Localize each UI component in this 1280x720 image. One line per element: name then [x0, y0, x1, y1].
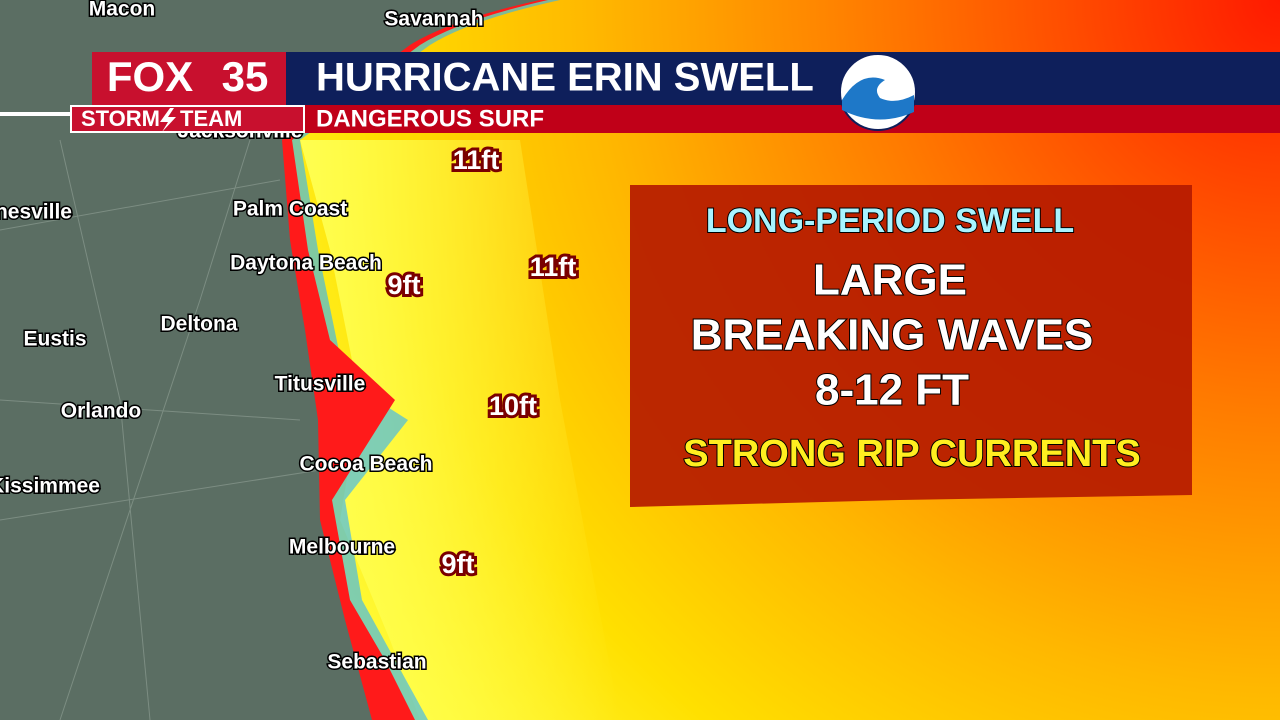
- wave-height: 11ft: [530, 252, 577, 282]
- city-label: Savannah: [384, 8, 483, 31]
- info-panel: [630, 185, 1192, 507]
- city-label: Melbourne: [289, 536, 395, 559]
- land: [0, 0, 540, 720]
- subtitle: DANGEROUS SURF: [316, 105, 544, 132]
- city-label: Gainesville: [0, 201, 72, 224]
- divider: [0, 112, 70, 116]
- city-label: Eustis: [23, 328, 86, 351]
- title: HURRICANE ERIN SWELL: [316, 56, 814, 100]
- city-label: Macon: [89, 0, 156, 21]
- info-heading: LONG-PERIOD SWELL: [706, 202, 1074, 240]
- city-label: Sebastian: [327, 651, 426, 674]
- wave-height: 9ft: [442, 549, 475, 579]
- info-warning: STRONG RIP CURRENTS: [683, 433, 1140, 475]
- wave-height-labels: 11ft 11ft 9ft 10ft 9ft: [385, 142, 580, 582]
- header: FOX 35 STORM TEAM HURRICANE ERIN SWELL D…: [70, 52, 1280, 133]
- coastal-swell: [300, 140, 620, 720]
- city-label: Daytona Beach: [230, 252, 382, 275]
- team-label: TEAM: [180, 106, 242, 131]
- wave-height: 11ft: [453, 145, 500, 175]
- info-box: LONG-PERIOD SWELL LARGE BREAKING WAVES 8…: [630, 185, 1192, 507]
- roads: [0, 139, 321, 720]
- info-line: BREAKING WAVES: [691, 311, 1094, 360]
- title-bar: [286, 52, 1280, 105]
- city-label: Orlando: [61, 400, 142, 423]
- wave-height: 10ft: [489, 391, 537, 421]
- wave-icon-water: [842, 77, 914, 120]
- logo-brand: FOX: [107, 53, 193, 100]
- city-label: Palm Coast: [233, 198, 347, 221]
- team-label: STORM: [81, 106, 160, 131]
- logo-box: [92, 52, 286, 105]
- city-label: Titusville: [275, 373, 366, 396]
- city-label: Cocoa Beach: [299, 453, 432, 476]
- team-box: [70, 105, 305, 133]
- logo-channel: 35: [222, 53, 269, 100]
- info-line: 8-12 FT: [815, 366, 969, 415]
- wave-height: 9ft: [388, 270, 421, 300]
- city-label: Deltona: [160, 313, 237, 336]
- info-line: LARGE: [813, 256, 967, 305]
- city-label: Kissimmee: [0, 475, 100, 498]
- bolt-icon: [160, 108, 176, 132]
- subtitle-bar: [286, 105, 1280, 133]
